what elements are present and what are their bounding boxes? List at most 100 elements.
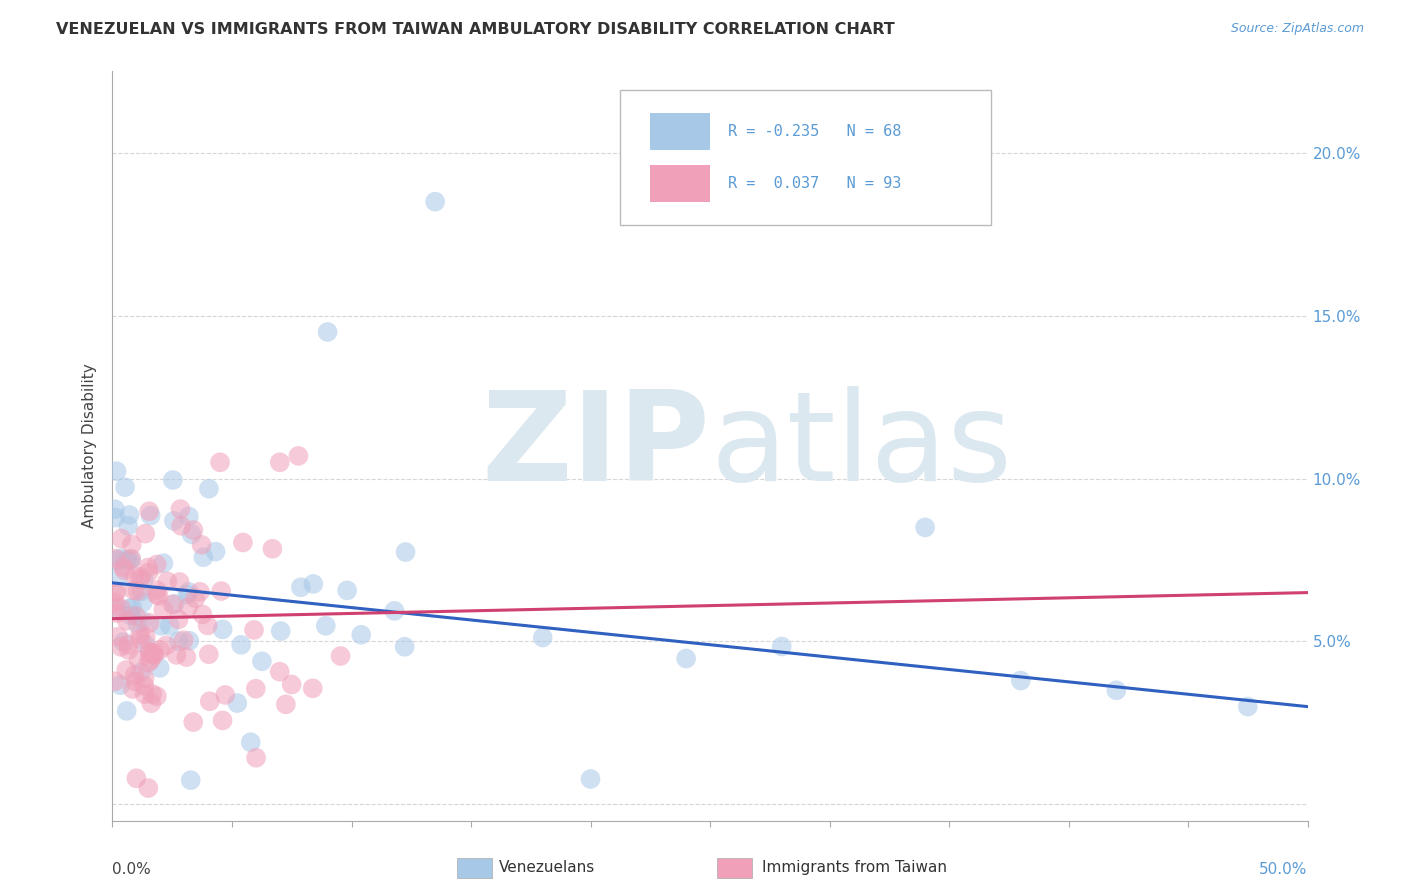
Point — [301, 681, 323, 696]
Point — [209, 584, 232, 599]
Point — [163, 514, 186, 528]
Point — [914, 520, 936, 534]
Point — [177, 599, 200, 614]
Point — [211, 623, 233, 637]
Point — [243, 623, 266, 637]
Point — [125, 772, 148, 786]
Point — [141, 696, 163, 710]
Text: Source: ZipAtlas.com: Source: ZipAtlas.com — [1230, 22, 1364, 36]
Point — [350, 628, 373, 642]
Point — [104, 551, 127, 566]
Point — [121, 681, 143, 696]
Point — [163, 597, 186, 611]
Point — [394, 640, 416, 654]
Point — [290, 580, 312, 594]
Point — [145, 582, 167, 597]
Point — [149, 661, 172, 675]
Point — [167, 634, 190, 648]
Text: R =  0.037   N = 93: R = 0.037 N = 93 — [728, 177, 901, 191]
Point — [191, 607, 214, 622]
Point — [143, 648, 166, 662]
Point — [105, 464, 128, 478]
Point — [121, 538, 143, 552]
Point — [184, 591, 207, 606]
Point — [104, 502, 127, 516]
Point — [128, 572, 150, 586]
Point — [112, 635, 135, 649]
FancyBboxPatch shape — [651, 112, 710, 150]
Point — [110, 640, 132, 654]
Point — [110, 601, 132, 615]
Point — [1010, 673, 1032, 688]
Point — [150, 619, 173, 633]
Point — [107, 570, 129, 584]
Point — [269, 455, 291, 469]
Point — [239, 735, 262, 749]
Point — [166, 648, 188, 662]
Point — [302, 577, 325, 591]
Y-axis label: Ambulatory Disability: Ambulatory Disability — [82, 364, 97, 528]
Point — [270, 624, 292, 638]
Point — [139, 647, 162, 661]
Point — [138, 504, 160, 518]
Point — [336, 583, 359, 598]
Point — [104, 510, 127, 524]
Point — [120, 608, 142, 623]
Text: R = -0.235   N = 68: R = -0.235 N = 68 — [728, 124, 901, 139]
Point — [204, 544, 226, 558]
Point — [198, 482, 221, 496]
Point — [115, 663, 138, 677]
Text: 50.0%: 50.0% — [1260, 862, 1308, 877]
Point — [280, 677, 302, 691]
Point — [129, 665, 152, 679]
Point — [104, 596, 127, 610]
Point — [104, 585, 127, 599]
Point — [170, 519, 193, 533]
Point — [112, 563, 135, 577]
Point — [162, 598, 184, 612]
Point — [124, 569, 146, 583]
Point — [132, 595, 155, 609]
Point — [180, 527, 202, 541]
Point — [129, 627, 152, 641]
Point — [136, 560, 159, 574]
Point — [145, 588, 167, 602]
Point — [287, 449, 309, 463]
Text: Immigrants from Taiwan: Immigrants from Taiwan — [762, 860, 948, 874]
Point — [162, 473, 184, 487]
Point — [193, 550, 215, 565]
Point — [209, 455, 232, 469]
Point — [232, 535, 254, 549]
Point — [135, 630, 157, 644]
Point — [134, 526, 156, 541]
Point — [142, 647, 165, 661]
Point — [138, 656, 160, 670]
Point — [118, 554, 141, 568]
Point — [117, 643, 139, 657]
Point — [394, 545, 416, 559]
Point — [118, 601, 141, 615]
Point — [211, 714, 233, 728]
Point — [179, 633, 201, 648]
Point — [128, 653, 150, 667]
Point — [214, 688, 236, 702]
Point — [231, 638, 253, 652]
Point — [269, 665, 291, 679]
Point — [177, 584, 200, 599]
Point — [134, 637, 156, 651]
Text: 0.0%: 0.0% — [112, 862, 152, 877]
Point — [169, 574, 191, 589]
Point — [105, 584, 128, 599]
Point — [198, 694, 221, 708]
Point — [105, 600, 128, 615]
Point — [139, 653, 162, 667]
Text: ZIP: ZIP — [481, 385, 710, 507]
Point — [112, 560, 135, 574]
Point — [262, 541, 284, 556]
Point — [104, 674, 127, 689]
Point — [125, 609, 148, 624]
Point — [124, 668, 146, 682]
Point — [190, 538, 212, 552]
Point — [167, 612, 190, 626]
Point — [138, 645, 160, 659]
